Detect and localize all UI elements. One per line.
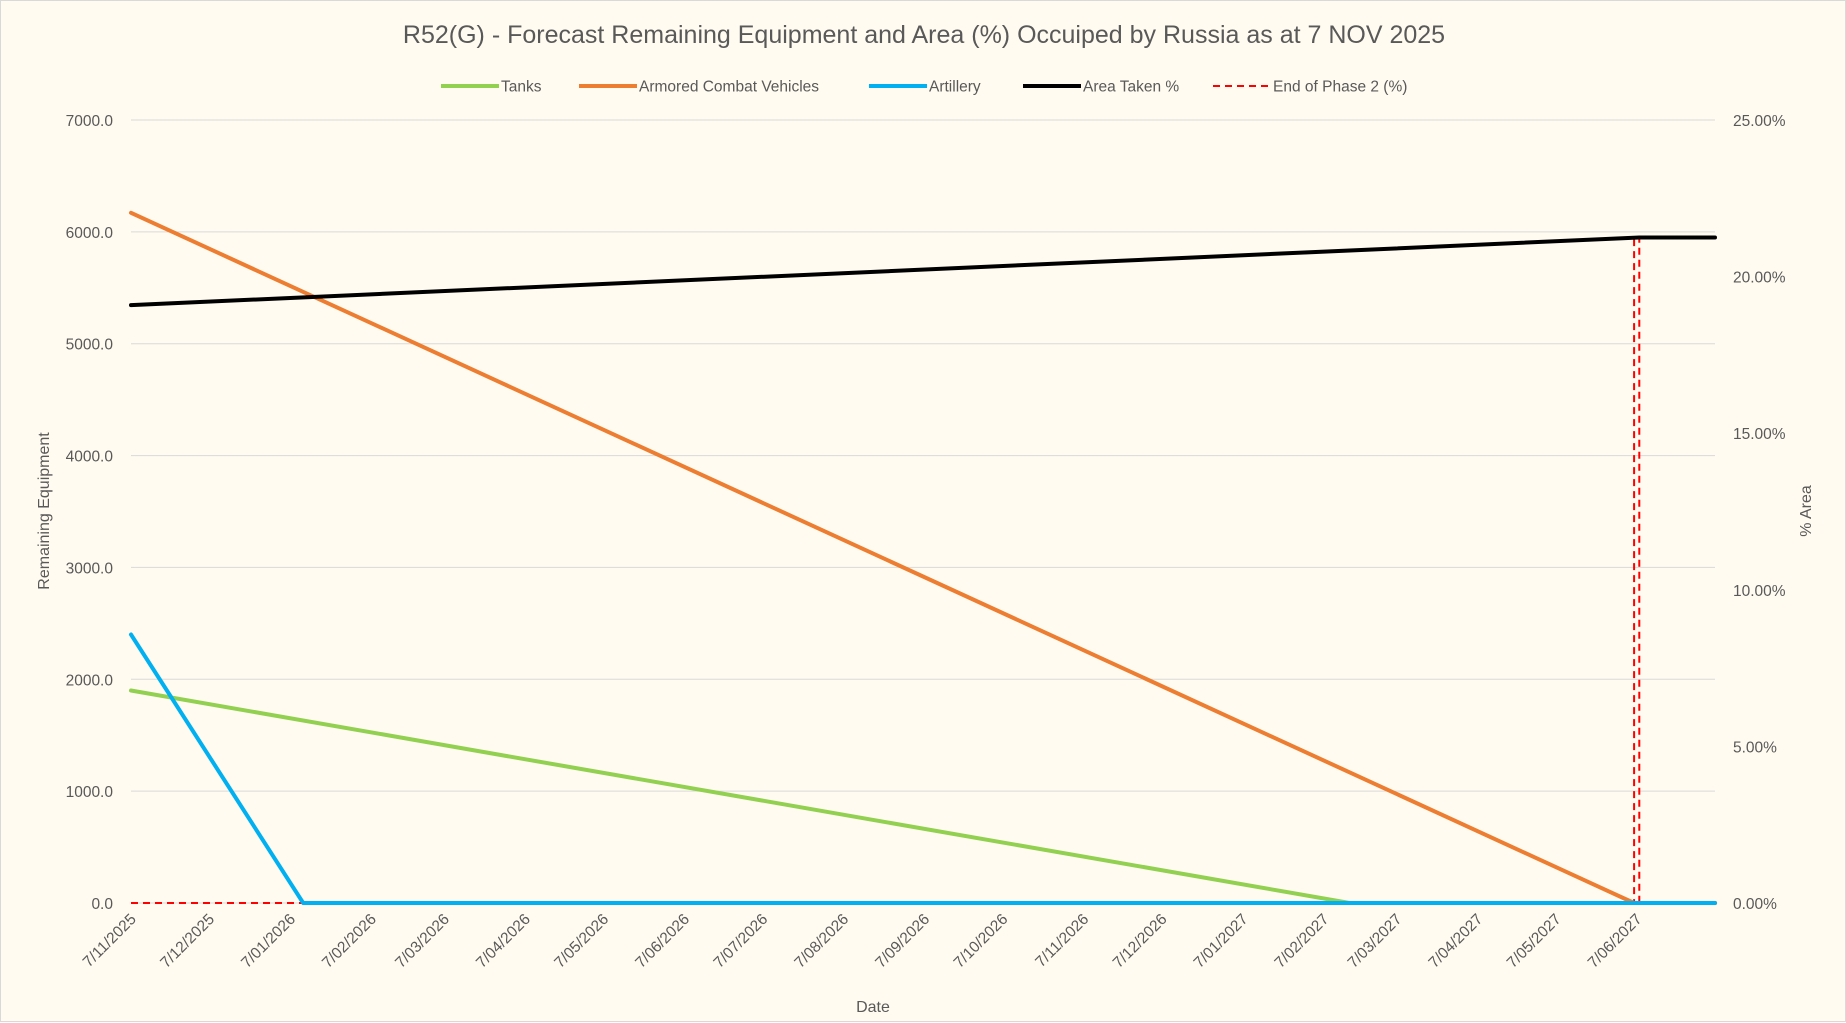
y-tick-label: 5000.0 (66, 337, 114, 354)
y2-axis-title: % Area (1798, 485, 1815, 537)
legend-label: Artillery (929, 79, 981, 96)
x-axis: 7/11/2025 7/12/2025 7/01/2026 7/02/2026 7/03… (80, 902, 1715, 972)
x-tick-label: 7/01/2026 (238, 911, 299, 972)
y-axis-right: 0.00% 5.00% 10.00% 15.00% 20.00% 25.00% (1733, 113, 1786, 913)
series-line-armored-combat-vehicles (129, 210, 1717, 905)
series-line-area-taken (129, 235, 1717, 308)
x-tick-label: 7/06/2027 (1585, 911, 1646, 972)
series-line-tanks (129, 688, 1717, 905)
chart-title: R52(G) - Forecast Remaining Equipment an… (403, 21, 1445, 49)
y2-tick-label: 25.00% (1733, 113, 1786, 130)
x-tick-label: 7/03/2026 (392, 911, 453, 972)
x-tick-label: 7/12/2025 (157, 911, 218, 972)
x-tick-label: 7/05/2026 (551, 911, 612, 972)
legend: Tanks Armored Combat Vehicles Artillery Are… (441, 79, 1407, 96)
x-tick-label: 7/11/2026 (1032, 911, 1092, 971)
x-tick-label: 7/12/2026 (1110, 911, 1171, 972)
gridlines (131, 119, 1715, 904)
x-tick-label: 7/02/2027 (1272, 911, 1333, 972)
x-tick-label: 7/09/2026 (872, 911, 933, 972)
y-tick-label: 4000.0 (66, 449, 114, 466)
y2-tick-label: 0.00% (1733, 896, 1777, 913)
series-line-end-of-phase-2 (131, 236, 1715, 904)
x-tick-label: 7/07/2026 (711, 911, 772, 972)
y-tick-label: 6000.0 (66, 225, 114, 242)
x-tick-label: 7/04/2026 (473, 911, 534, 972)
legend-label: End of Phase 2 (%) (1273, 79, 1407, 96)
x-tick-label: 7/10/2026 (951, 911, 1012, 972)
y-tick-label: 3000.0 (66, 560, 114, 577)
x-tick-label: 7/08/2026 (791, 911, 852, 972)
plot-series (129, 210, 1717, 905)
y-axis-title: Remaining Equipment (36, 432, 53, 590)
legend-label: Armored Combat Vehicles (639, 79, 819, 96)
x-axis-title: Date (856, 999, 890, 1016)
x-tick-label: 7/05/2027 (1504, 911, 1565, 972)
x-tick-label: 7/03/2027 (1345, 911, 1406, 972)
y2-tick-label: 5.00% (1733, 739, 1777, 756)
x-tick-label: 7/06/2026 (632, 911, 693, 972)
y2-tick-label: 10.00% (1733, 583, 1786, 600)
legend-label: Area Taken % (1083, 79, 1179, 96)
x-tick-label: 7/04/2027 (1426, 911, 1487, 972)
x-tick-label: 7/01/2027 (1191, 911, 1252, 972)
legend-label: Tanks (501, 79, 542, 96)
series-line-artillery (129, 632, 1717, 905)
x-tick-label: 7/02/2026 (319, 911, 380, 972)
y-tick-label: 7000.0 (66, 113, 114, 130)
y-axis-left: 0.0 1000.0 2000.0 3000.0 4000.0 5000.0 6000.0 7… (66, 113, 114, 913)
y-tick-label: 1000.0 (66, 784, 114, 801)
y-tick-label: 0.0 (91, 896, 113, 913)
y-tick-label: 2000.0 (66, 672, 114, 689)
y2-tick-label: 20.00% (1733, 270, 1786, 287)
x-tick-label: 7/11/2025 (80, 911, 140, 971)
y2-tick-label: 15.00% (1733, 426, 1786, 443)
